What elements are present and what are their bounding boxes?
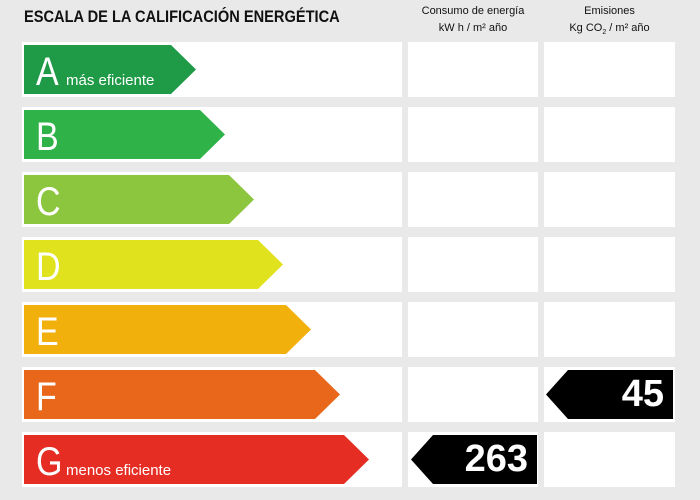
emissions-column-header: Emisiones Kg CO2 / m² año (544, 3, 675, 41)
emissions-cell (544, 432, 675, 487)
energy-cell (408, 42, 538, 97)
rating-letter: A (36, 50, 59, 94)
rating-arrow-d: D (24, 240, 283, 289)
emissions-header-line2: Kg CO2 / m² año (544, 20, 675, 41)
emissions-cell (544, 237, 675, 292)
energy-cell (408, 367, 538, 422)
rating-label: menos eficiente (66, 462, 172, 479)
emissions-header-line1: Emisiones (584, 5, 635, 17)
rating-row-f: F 45 (0, 367, 700, 422)
rating-row-c: C (0, 172, 700, 227)
emissions-cell (544, 172, 675, 227)
energy-header-line2: kW h / m² año (438, 22, 508, 34)
emissions-unit-post: / m² año (606, 22, 650, 34)
emissions-badge: 45 (546, 370, 673, 419)
energy-cell (408, 107, 538, 162)
energy-cell (408, 237, 538, 292)
rating-arrow-e: E (24, 305, 311, 354)
emissions-cell (544, 42, 675, 97)
rating-letter: E (36, 310, 59, 354)
rating-letter: B (36, 115, 59, 159)
energy-cell (408, 172, 538, 227)
rating-row-b: B (0, 107, 700, 162)
rating-letter: F (36, 375, 57, 419)
energy-consumption-badge: 263 (411, 435, 537, 484)
rating-letter: G (36, 440, 63, 484)
rating-row-e: E (0, 302, 700, 357)
emissions-cell (544, 107, 675, 162)
rating-row-d: D (0, 237, 700, 292)
rating-letter: C (36, 180, 61, 224)
emissions-cell (544, 302, 675, 357)
energy-column-header: Consumo de energía kW h / m² año (408, 3, 538, 37)
rating-arrow-c: C (24, 175, 254, 224)
energy-cell (408, 302, 538, 357)
rating-arrow-b: B (24, 110, 225, 159)
scale-title: ESCALA DE LA CALIFICACIÓN ENERGÉTICA (24, 7, 340, 26)
rating-arrow-f: F (24, 370, 340, 419)
emissions-unit-pre: Kg CO (569, 22, 603, 34)
energy-header-line1: Consumo de energía (421, 5, 525, 17)
emissions-unit-sub: 2 (602, 29, 607, 37)
rating-letter: D (36, 245, 61, 289)
rating-label: más eficiente (66, 72, 155, 89)
